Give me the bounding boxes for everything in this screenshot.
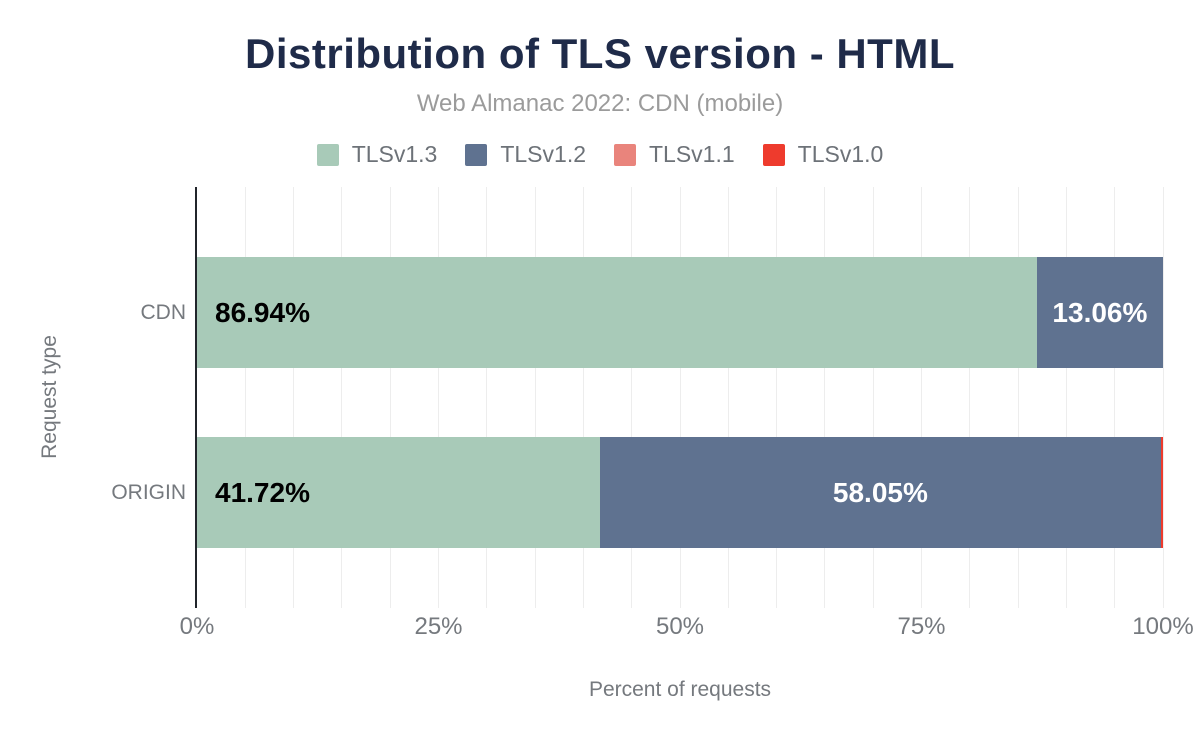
bar-origin: 41.72% 58.05% (197, 437, 1163, 548)
gridline (872, 187, 874, 608)
bar-segment-cdn-tlsv1-2[interactable]: 13.06% (1036, 257, 1163, 368)
gridline (389, 187, 391, 608)
gridline (486, 187, 488, 608)
y-axis-line (195, 187, 197, 608)
x-tick-label-100: 100% (1132, 613, 1194, 640)
legend-item-tlsv1-1[interactable]: TLSv1.1 (614, 141, 735, 168)
gridline (1162, 187, 1164, 608)
gridline (969, 187, 971, 608)
plot-area: 86.94% 13.06% 41.72% 58.05% (195, 187, 1164, 608)
legend-item-tlsv1-3[interactable]: TLSv1.3 (316, 141, 438, 168)
legend-label: TLSv1.0 (797, 141, 884, 167)
x-axis-title: Percent of requests (588, 678, 772, 701)
chart-legend: TLSv1.3 TLSv1.2 TLSv1.1 TLSv1.0 (0, 141, 1200, 168)
legend-swatch-icon (762, 143, 785, 166)
gridline (244, 187, 246, 608)
gridline (1114, 187, 1116, 608)
category-label-origin: ORIGIN (111, 480, 186, 504)
bar-cdn: 86.94% 13.06% (197, 257, 1163, 368)
gridline (679, 187, 681, 608)
gridline (293, 187, 295, 608)
category-label-cdn: CDN (140, 300, 187, 324)
x-tick-label-25: 25% (414, 613, 463, 640)
gridline (582, 187, 584, 608)
legend-label: TLSv1.2 (500, 141, 586, 167)
bar-segment-origin-tlsv1-0[interactable] (1160, 437, 1163, 548)
bar-segment-origin-tlsv1-3[interactable]: 41.72% (197, 437, 600, 548)
gridline (438, 187, 439, 608)
gridline (824, 187, 826, 608)
legend-swatch-icon (316, 143, 339, 166)
x-tick-label-75: 75% (897, 613, 946, 640)
x-tick-label-50: 50% (655, 613, 705, 640)
legend-item-tlsv1-2[interactable]: TLSv1.2 (465, 141, 586, 168)
gridline (631, 187, 633, 608)
bar-value-label: 41.72% (215, 476, 310, 508)
gridline (921, 187, 922, 608)
chart-title: Distribution of TLS version - HTML (245, 30, 955, 77)
chart-subtitle: Web Almanac 2022: CDN (mobile) (416, 90, 784, 117)
bar-value-label: 13.06% (1052, 296, 1148, 328)
legend-swatch-icon (465, 143, 488, 166)
legend-item-tlsv1-0[interactable]: TLSv1.0 (762, 141, 884, 168)
x-tick-label-0: 0% (179, 613, 215, 640)
legend-label: TLSv1.3 (351, 141, 438, 167)
gridline (1017, 187, 1019, 608)
bar-segment-cdn-tlsv1-3[interactable]: 86.94% (197, 257, 1037, 368)
legend-label: TLSv1.1 (649, 141, 735, 167)
bar-value-label: 86.94% (215, 296, 310, 328)
gridline (1065, 187, 1067, 608)
gridline (341, 187, 343, 608)
gridline (727, 187, 729, 608)
gridline (534, 187, 536, 608)
gridline (776, 187, 778, 608)
legend-swatch-icon (614, 143, 636, 166)
bar-value-label: 58.05% (832, 476, 928, 508)
bar-segment-origin-tlsv1-2[interactable]: 58.05% (600, 437, 1161, 548)
y-axis-title: Request type (38, 335, 61, 459)
